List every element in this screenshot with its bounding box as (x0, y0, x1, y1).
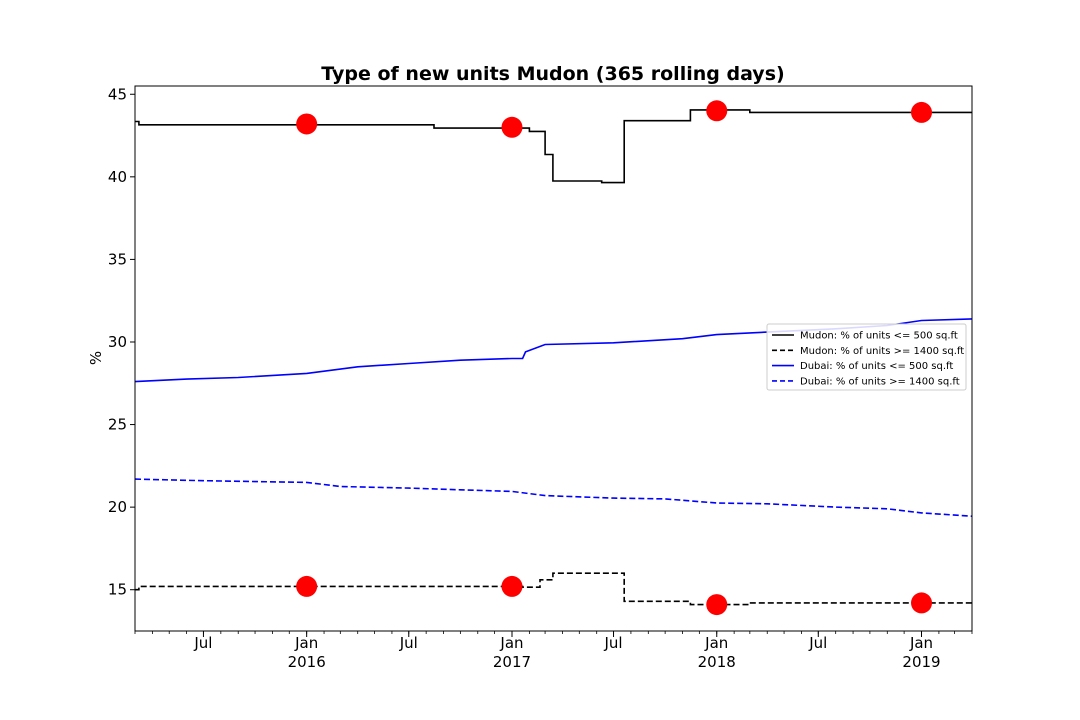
x-tick-year-7: 2019 (902, 653, 940, 671)
marker-6 (706, 594, 728, 616)
series-line-0 (135, 109, 972, 184)
legend: Mudon: % of units <= 500 sq.ft Mudon: % o… (766, 323, 967, 391)
y-tick-label-2: 25 (108, 416, 127, 434)
y-tick-label-6: 45 (108, 85, 127, 103)
x-tick-label-0: Jul (193, 634, 212, 652)
x-tick-label-2: Jul (399, 634, 418, 652)
x-tick-label-7: Jan (909, 634, 933, 652)
legend-label-2: Dubai: % of units <= 500 sq.ft (800, 361, 953, 372)
y-tick-label-1: 20 (108, 498, 127, 516)
x-tick-label-6: Jul (808, 634, 827, 652)
marker-layer (296, 100, 933, 616)
y-tick-label-3: 30 (108, 333, 127, 351)
legend-box (766, 323, 967, 391)
x-tick-label-1: Jan (294, 634, 318, 652)
marker-1 (501, 116, 523, 138)
marker-2 (706, 100, 728, 122)
legend-label-3: Dubai: % of units >= 1400 sq.ft (800, 376, 960, 387)
y-tick-label-5: 40 (108, 168, 127, 186)
x-tick-label-5: Jan (704, 634, 728, 652)
x-tick-label-3: Jan (499, 634, 523, 652)
legend-label-1: Mudon: % of units >= 1400 sq.ft (800, 346, 964, 357)
marker-0 (296, 113, 318, 135)
x-tick-year-1: 2016 (288, 653, 326, 671)
y-axis-label: % (87, 351, 105, 365)
chart-title: Type of new units Mudon (365 rolling day… (321, 63, 784, 85)
y-tick-label-4: 35 (108, 250, 127, 268)
series-line-1 (135, 572, 972, 606)
marker-3 (911, 101, 933, 123)
plot-frame (134, 85, 973, 632)
marker-7 (911, 592, 933, 614)
legend-label-0: Mudon: % of units <= 500 sq.ft (800, 331, 958, 342)
x-tick-label-4: Jul (603, 634, 622, 652)
y-tick-label-0: 15 (108, 581, 127, 599)
x-tick-year-3: 2017 (493, 653, 531, 671)
x-tick-year-5: 2018 (698, 653, 736, 671)
marker-5 (501, 575, 523, 597)
marker-4 (296, 575, 318, 597)
series-line-3 (134, 478, 973, 517)
